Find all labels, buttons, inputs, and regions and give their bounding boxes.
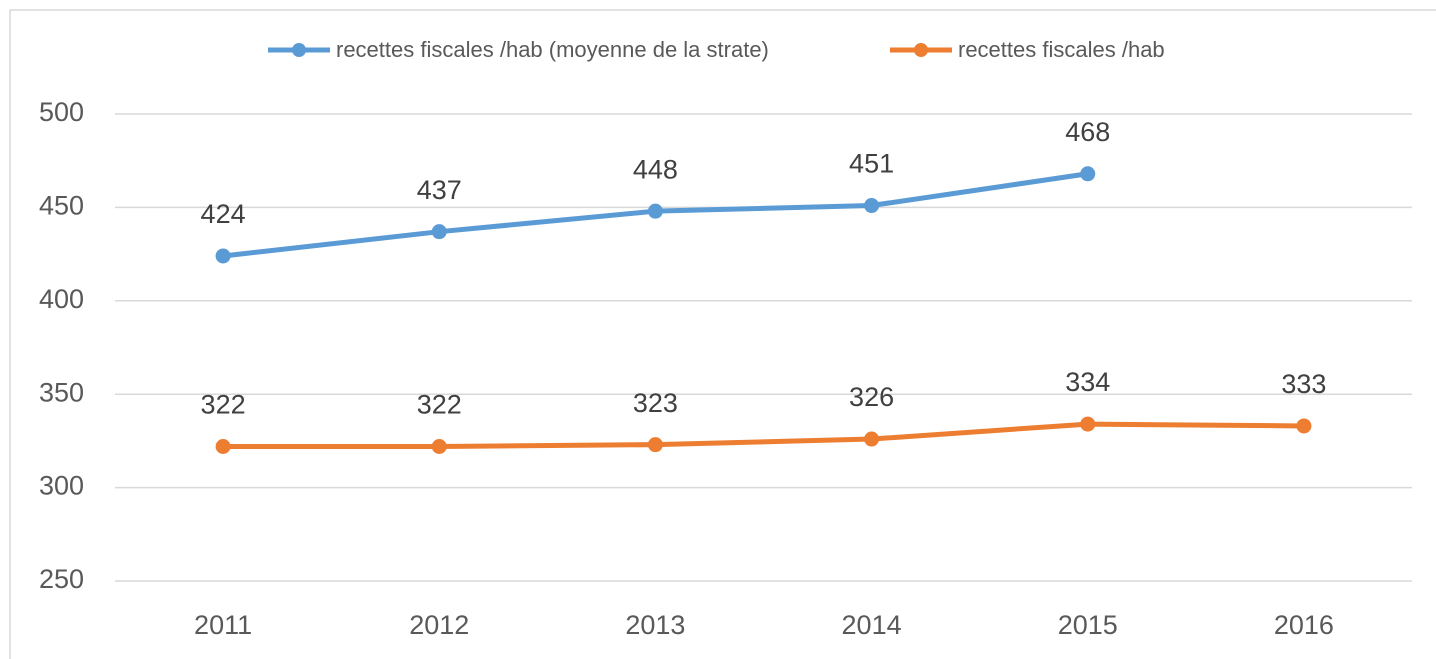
data-label: 448 bbox=[633, 154, 678, 184]
x-tick-label: 2013 bbox=[625, 610, 685, 640]
data-label: 424 bbox=[201, 199, 246, 229]
marker bbox=[864, 431, 880, 447]
marker bbox=[1080, 166, 1096, 182]
y-tick-label: 450 bbox=[39, 191, 84, 221]
y-tick-label: 400 bbox=[39, 284, 84, 314]
data-label: 468 bbox=[1065, 117, 1110, 147]
x-tick-label: 2011 bbox=[194, 610, 252, 640]
x-tick-label: 2016 bbox=[1274, 610, 1334, 640]
data-label: 333 bbox=[1281, 369, 1326, 399]
legend-label: recettes fiscales /hab bbox=[958, 37, 1165, 62]
data-label: 334 bbox=[1065, 367, 1110, 397]
y-tick-label: 300 bbox=[39, 471, 84, 501]
data-label: 322 bbox=[417, 390, 462, 420]
data-label: 323 bbox=[633, 388, 678, 418]
marker bbox=[431, 224, 447, 240]
marker bbox=[215, 248, 231, 264]
marker bbox=[647, 437, 663, 453]
chart-border bbox=[9, 9, 1436, 659]
y-tick-label: 500 bbox=[39, 97, 84, 127]
y-tick-label: 350 bbox=[39, 377, 84, 407]
marker bbox=[431, 439, 447, 455]
y-tick-label: 250 bbox=[39, 564, 84, 594]
marker bbox=[647, 203, 663, 219]
legend-label: recettes fiscales /hab (moyenne de la st… bbox=[336, 37, 769, 62]
x-tick-label: 2012 bbox=[409, 610, 469, 640]
data-label: 326 bbox=[849, 382, 894, 412]
legend-marker bbox=[292, 43, 306, 57]
marker bbox=[215, 439, 231, 455]
x-tick-label: 2014 bbox=[842, 610, 902, 640]
x-tick-label: 2015 bbox=[1058, 610, 1118, 640]
data-label: 451 bbox=[849, 149, 894, 179]
marker bbox=[1080, 416, 1096, 432]
data-label: 437 bbox=[417, 175, 462, 205]
series-line bbox=[223, 421, 1304, 450]
data-label: 322 bbox=[201, 390, 246, 420]
legend-marker bbox=[914, 43, 928, 57]
marker bbox=[864, 198, 880, 214]
marker bbox=[1296, 418, 1312, 434]
